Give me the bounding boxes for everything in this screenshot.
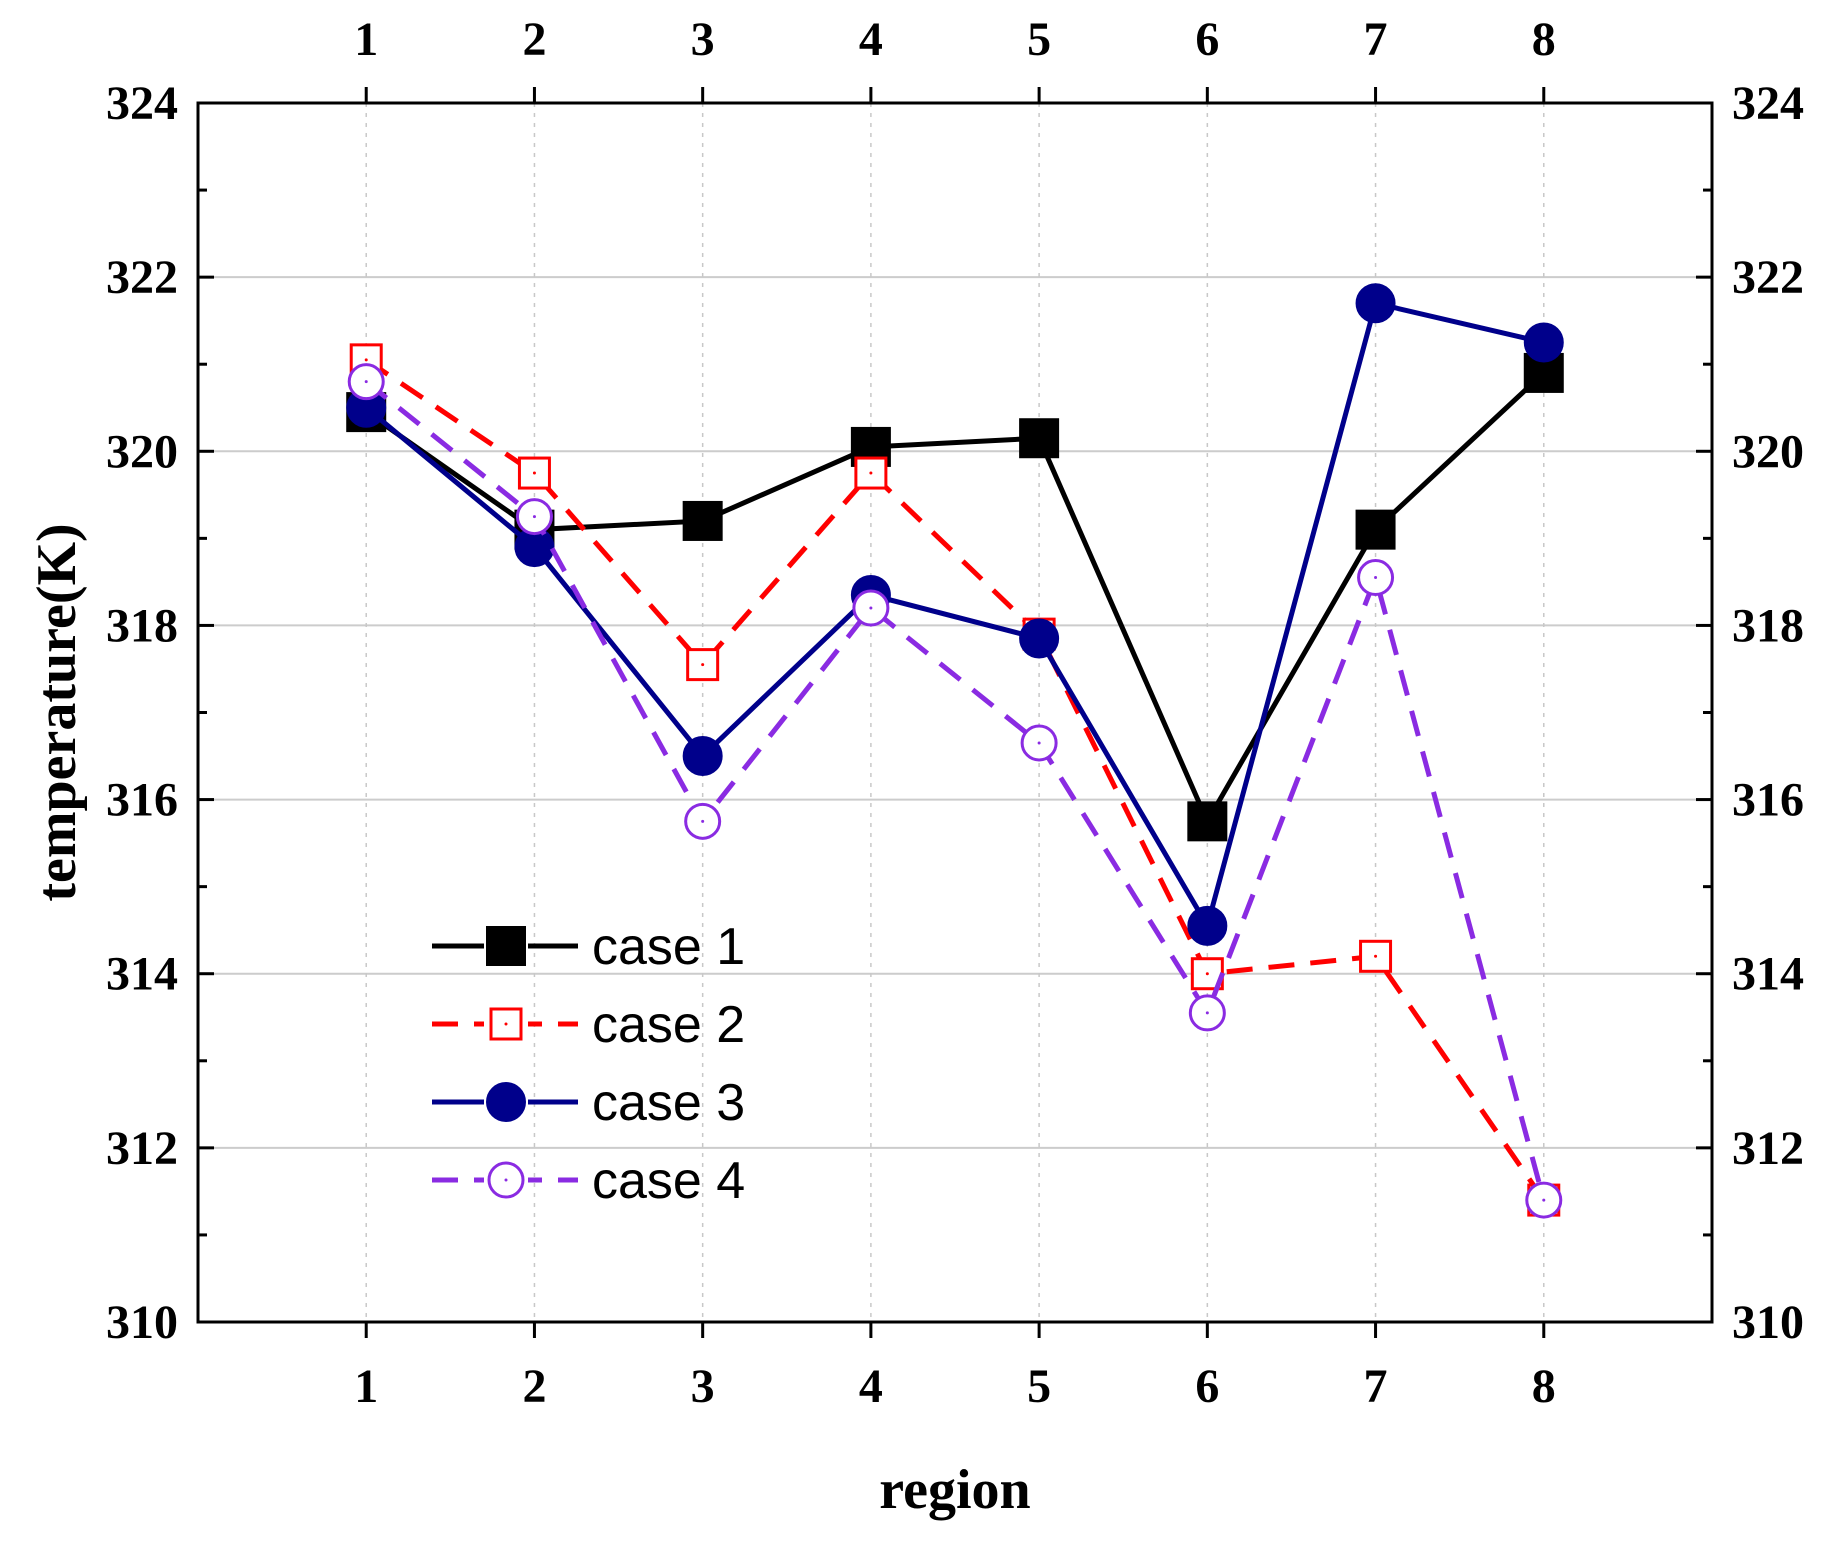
y-tick-label-left: 324 <box>106 77 178 130</box>
data-point <box>1523 322 1564 363</box>
data-point <box>1355 509 1396 550</box>
y-tick-label-right: 314 <box>1732 948 1804 1001</box>
series-4 <box>347 363 1563 1219</box>
data-point-dot <box>1037 741 1041 745</box>
x-tick-label-top: 6 <box>1195 13 1219 66</box>
x-tick-label-bottom: 3 <box>691 1360 715 1413</box>
data-point-dot <box>1205 1011 1209 1015</box>
x-axis-title: region <box>879 1459 1030 1521</box>
data-point <box>517 456 551 490</box>
y-tick-label-left: 322 <box>106 251 178 304</box>
legend-item-3: case 3 <box>432 1074 745 1132</box>
data-point <box>1187 905 1228 946</box>
series-line <box>364 379 1547 1201</box>
y-tick-label-right: 310 <box>1732 1296 1804 1349</box>
x-tick-label-top: 2 <box>522 13 546 66</box>
series-2 <box>349 343 1561 1217</box>
y-tick-label-right: 320 <box>1732 425 1804 478</box>
y-axis-title: temperature(K) <box>26 523 88 901</box>
data-point-dot <box>869 606 873 610</box>
y-tick-label-right: 322 <box>1732 251 1804 304</box>
legend-item-4: case 4 <box>432 1152 745 1210</box>
x-tick-label-bottom: 5 <box>1027 1360 1051 1413</box>
x-tick-label-bottom: 8 <box>1532 1360 1556 1413</box>
y-tick-label-right: 312 <box>1732 1122 1804 1175</box>
x-tick-label-top: 4 <box>859 13 883 66</box>
data-point-dot <box>532 515 536 519</box>
x-tick-label-bottom: 4 <box>859 1360 883 1413</box>
legend-marker-dot <box>504 1178 508 1182</box>
series-group <box>346 283 1564 1219</box>
data-point <box>1355 283 1396 324</box>
y-tick-label-right: 318 <box>1732 599 1804 652</box>
y-tick-label-left: 314 <box>106 948 178 1001</box>
series-line <box>364 371 1546 827</box>
x-tick-label-top: 3 <box>691 13 715 66</box>
data-point <box>1019 618 1060 659</box>
x-tick-label-top: 5 <box>1027 13 1051 66</box>
legend-marker-dot <box>504 1022 508 1026</box>
plot-frame <box>196 101 1714 1324</box>
data-point <box>682 736 723 777</box>
data-point-dot <box>701 819 705 823</box>
legend-marker <box>486 1082 526 1122</box>
legend-label: case 2 <box>592 996 745 1054</box>
y-tick-label-left: 310 <box>106 1296 178 1349</box>
series-line <box>364 300 1545 933</box>
legend-label: case 4 <box>592 1152 745 1210</box>
legend: case 1 case 2 case 3 case 4 <box>432 918 745 1210</box>
legend-label: case 1 <box>592 918 745 976</box>
grid-lines <box>198 103 1712 1322</box>
legend-label: case 3 <box>592 1074 745 1132</box>
y-tick-label-left: 318 <box>106 599 178 652</box>
y-tick-label-left: 320 <box>106 425 178 478</box>
data-point <box>682 500 723 541</box>
data-point-dot <box>869 471 873 475</box>
y-tick-label-left: 312 <box>106 1122 178 1175</box>
data-point-dot <box>532 471 536 475</box>
y-tick-label-right: 316 <box>1732 774 1804 827</box>
data-point-dot <box>364 358 368 362</box>
data-point-dot <box>1542 1198 1546 1202</box>
x-tick-label-bottom: 7 <box>1364 1360 1388 1413</box>
data-point-dot <box>1374 954 1378 958</box>
data-point <box>1187 801 1228 842</box>
data-point-dot <box>1205 972 1209 976</box>
x-tick-label-top: 7 <box>1364 13 1388 66</box>
series-3 <box>346 283 1564 946</box>
x-tick-label-bottom: 1 <box>354 1360 378 1413</box>
x-tick-label-top: 1 <box>354 13 378 66</box>
y-tick-label-left: 316 <box>106 774 178 827</box>
data-point-dot <box>364 380 368 384</box>
x-tick-label-bottom: 2 <box>522 1360 546 1413</box>
legend-marker <box>486 926 526 966</box>
data-point-dot <box>1374 576 1378 580</box>
legend-item-1: case 1 <box>432 918 745 976</box>
data-point <box>1019 418 1060 459</box>
x-tick-label-top: 8 <box>1532 13 1556 66</box>
x-tick-label-bottom: 6 <box>1195 1360 1219 1413</box>
legend-item-2: case 2 <box>432 996 745 1054</box>
data-point-dot <box>701 663 705 667</box>
y-tick-label-right: 324 <box>1732 77 1804 130</box>
